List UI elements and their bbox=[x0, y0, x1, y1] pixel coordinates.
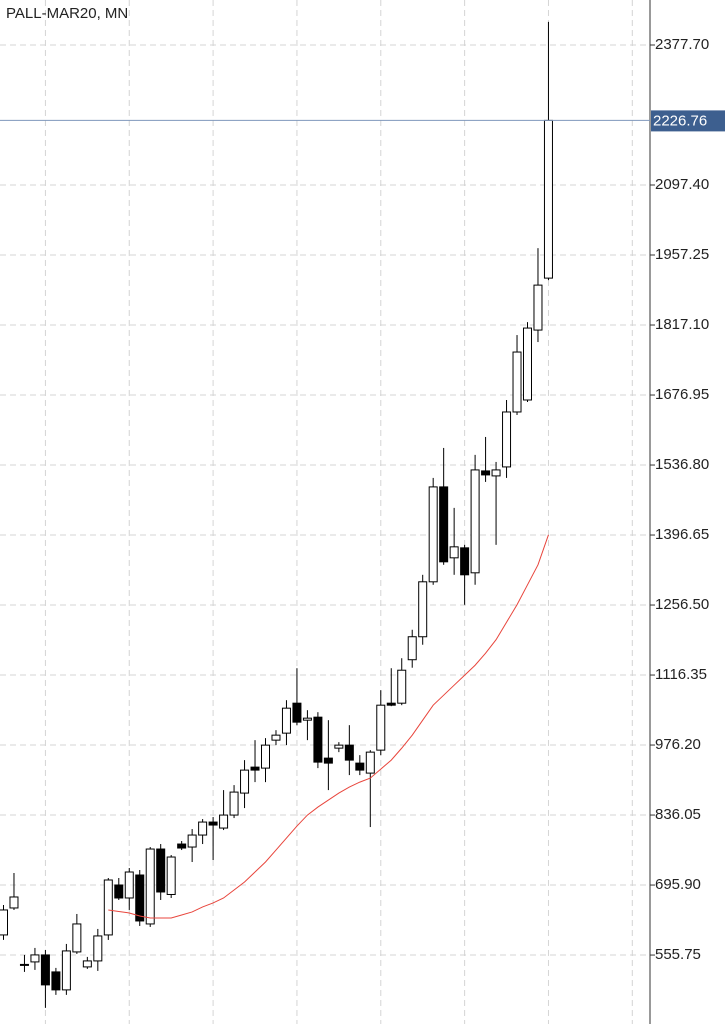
candle-body bbox=[407, 636, 417, 661]
candle-body bbox=[397, 669, 407, 704]
candle-body bbox=[344, 744, 354, 761]
candle-body bbox=[229, 791, 239, 816]
candle-body bbox=[292, 702, 302, 723]
candle-body bbox=[198, 821, 208, 836]
candle-body bbox=[61, 950, 71, 991]
candle-body bbox=[82, 960, 92, 968]
current-price-label: 2226.76 bbox=[653, 112, 707, 129]
current-price-box bbox=[651, 110, 725, 132]
candle-body bbox=[40, 954, 50, 986]
candle-body bbox=[72, 923, 82, 953]
candle-body bbox=[428, 486, 438, 583]
y-tick-label: 695.90 bbox=[655, 876, 701, 893]
y-tick-label: 2097.40 bbox=[655, 176, 709, 193]
candle-body bbox=[135, 874, 145, 922]
candle-body bbox=[376, 704, 386, 751]
y-tick-label: 1116.35 bbox=[655, 666, 707, 683]
y-tick-label: 2377.70 bbox=[655, 36, 709, 53]
candle-body bbox=[512, 351, 522, 413]
y-tick-label: 976.20 bbox=[655, 736, 701, 753]
candle-body bbox=[533, 284, 543, 331]
candle-body bbox=[187, 834, 197, 848]
moving-average bbox=[108, 534, 549, 919]
candle-body bbox=[93, 935, 103, 962]
y-tick-label: 1957.25 bbox=[655, 246, 709, 263]
y-tick-label: 1817.10 bbox=[655, 316, 709, 333]
candle-body bbox=[323, 757, 333, 764]
candle-body bbox=[103, 879, 113, 936]
candle-body bbox=[439, 486, 449, 563]
candle-body bbox=[208, 821, 218, 826]
y-tick-label: 836.05 bbox=[655, 806, 701, 823]
candle-body bbox=[418, 581, 428, 638]
candle-body bbox=[355, 762, 365, 771]
candle-body bbox=[156, 848, 166, 893]
candle-body bbox=[281, 707, 291, 734]
candle-body bbox=[114, 884, 124, 899]
candle-body bbox=[365, 751, 375, 774]
candle-body bbox=[51, 971, 61, 991]
candle-body bbox=[491, 469, 501, 477]
candle-body bbox=[271, 734, 281, 741]
candle-body bbox=[177, 843, 187, 849]
y-tick-label: 1256.50 bbox=[655, 596, 709, 613]
candle-body bbox=[543, 119, 553, 279]
candle-body bbox=[124, 871, 134, 899]
y-tick-label: 1396.65 bbox=[655, 526, 709, 543]
candle-body bbox=[502, 411, 512, 468]
candle-body bbox=[386, 702, 396, 706]
candle-body bbox=[449, 546, 459, 559]
candle-body bbox=[334, 744, 344, 749]
candle-body bbox=[166, 856, 176, 895]
candle-body bbox=[470, 469, 480, 574]
candle-body bbox=[302, 717, 312, 721]
candle-body bbox=[481, 470, 491, 476]
candle-body bbox=[313, 716, 323, 763]
candle-body bbox=[261, 744, 270, 769]
y-tick-label: 555.75 bbox=[655, 946, 701, 963]
candle-body bbox=[145, 848, 155, 925]
candle-body bbox=[240, 769, 250, 794]
candle-body bbox=[30, 954, 40, 963]
candle-body bbox=[219, 814, 229, 829]
y-tick-label: 1676.95 bbox=[655, 386, 709, 403]
candle-body bbox=[250, 766, 260, 771]
candle-body bbox=[9, 896, 19, 909]
y-tick-label: 1536.80 bbox=[655, 456, 709, 473]
candle-body bbox=[0, 909, 8, 936]
candle-body bbox=[523, 327, 532, 401]
candle-body bbox=[460, 547, 470, 576]
candle-body bbox=[19, 963, 29, 966]
chart-title: PALL-MAR20, MN bbox=[6, 5, 128, 22]
